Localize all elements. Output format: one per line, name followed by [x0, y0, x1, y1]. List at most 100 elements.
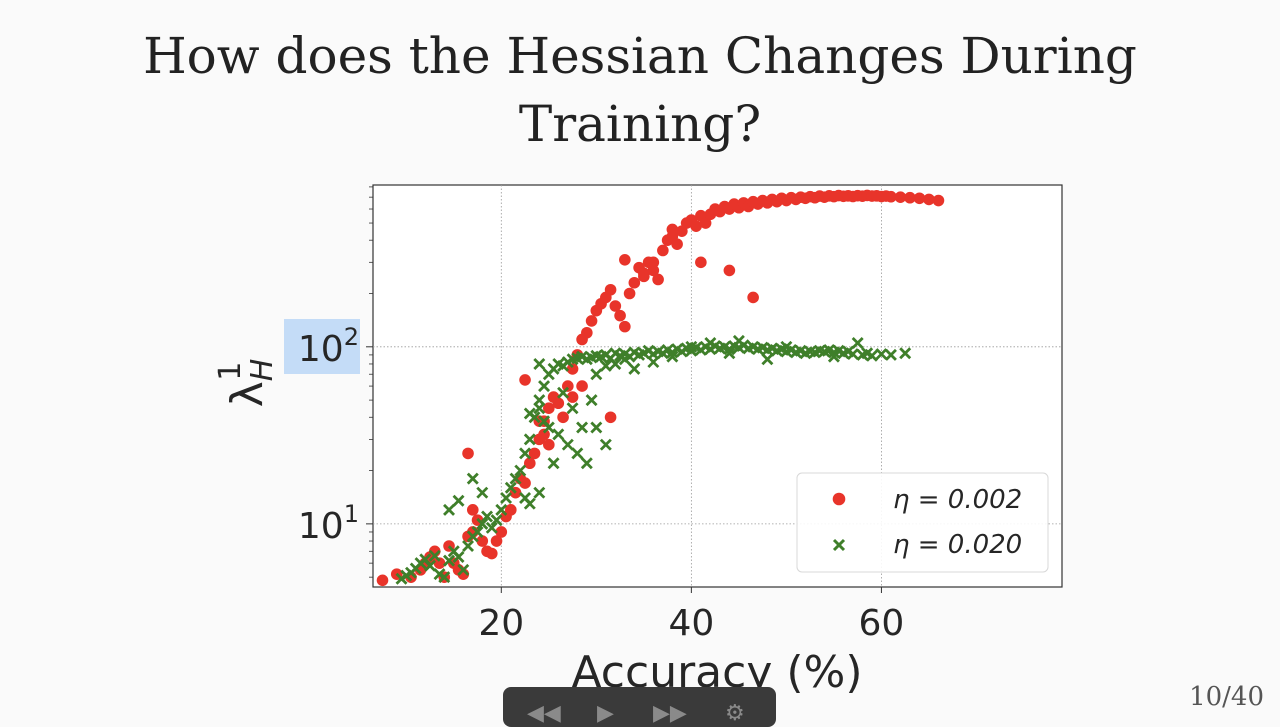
data-point [846, 348, 859, 361]
data-point [519, 477, 531, 489]
data-point [523, 407, 536, 420]
data-point [533, 402, 546, 415]
y-tick-exponent: 1 [344, 500, 359, 528]
data-point [590, 421, 603, 434]
data-point [514, 464, 527, 477]
data-point [547, 457, 560, 470]
data-point [476, 535, 489, 547]
y-axis-title-sub: H [245, 359, 280, 382]
data-point [424, 559, 437, 572]
data-point [685, 340, 698, 353]
slide-title-line-1: How does the Hessian Changes During [143, 27, 1137, 85]
x-tick-label: 40 [668, 603, 714, 644]
data-point [657, 244, 669, 257]
y-tick-base: 10 [298, 506, 344, 547]
data-point [557, 386, 570, 399]
data-point [695, 256, 707, 269]
data-point [557, 411, 569, 424]
data-point [438, 571, 451, 584]
data-point [732, 334, 745, 347]
data-point [561, 438, 574, 451]
data-point [614, 309, 626, 322]
y-label-highlight [284, 319, 360, 374]
data-point [504, 481, 517, 494]
data-point [638, 267, 650, 280]
data-point [723, 347, 736, 360]
data-point [666, 350, 679, 363]
data-point [452, 494, 465, 507]
data-point [443, 554, 456, 567]
data-point [462, 447, 474, 460]
data-point [566, 363, 579, 375]
y-tick-exponent: 2 [344, 323, 359, 351]
data-point [490, 535, 503, 547]
data-point [666, 223, 679, 236]
play-icon[interactable]: ▶ [597, 701, 614, 726]
data-point [647, 356, 660, 369]
data-point [466, 472, 479, 485]
data-point [780, 340, 793, 353]
data-point [457, 563, 470, 576]
legend-label-series-1: η = 0.002 [893, 485, 1022, 515]
data-point [884, 348, 897, 361]
data-point [647, 256, 660, 269]
settings-icon[interactable]: ⚙ [725, 701, 745, 726]
data-point [462, 540, 475, 552]
video-controls: ◀◀ ▶ ▶▶ ⚙ [503, 687, 776, 727]
fast-forward-icon[interactable]: ▶▶ [653, 701, 687, 726]
data-point [543, 402, 555, 415]
data-point [519, 492, 532, 504]
data-point [533, 357, 546, 370]
data-point [524, 457, 536, 470]
data-point [543, 438, 555, 451]
data-point [904, 191, 916, 204]
data-point [618, 353, 631, 366]
data-point [476, 486, 489, 499]
legend-marker-series-2 [832, 538, 846, 552]
data-point [466, 504, 479, 516]
data-point [552, 428, 565, 441]
data-point [671, 238, 683, 250]
data-point [761, 353, 774, 366]
data-point [552, 397, 565, 410]
y-axis-title-lambda: λ [222, 381, 273, 407]
data-point [428, 549, 441, 562]
data-point [585, 315, 598, 327]
data-point [885, 190, 897, 203]
data-point [495, 503, 508, 516]
data-point [865, 349, 878, 362]
data-point [599, 438, 612, 451]
data-point [576, 421, 589, 434]
data-points [376, 189, 945, 587]
data-point [590, 368, 603, 381]
data-point [476, 517, 489, 530]
page-number: 10/40 [1189, 682, 1264, 712]
data-point [571, 447, 584, 460]
data-point [619, 320, 631, 333]
x-tick-label: 20 [478, 603, 524, 644]
y-axis-title-sup: 1 [213, 362, 248, 381]
x-tick-label: 60 [859, 603, 905, 644]
data-point [913, 192, 926, 205]
data-point [609, 300, 622, 312]
data-point [827, 350, 840, 363]
data-point [500, 492, 513, 504]
legend-marker-series-1 [832, 492, 846, 506]
data-point [523, 433, 536, 446]
legend: η = 0.002 η = 0.020 [796, 472, 1049, 573]
data-point [452, 551, 465, 563]
y-axis-title: λH1 [213, 359, 280, 408]
slide-title-line-2: Training? [518, 95, 762, 153]
data-point [609, 357, 622, 370]
data-point [505, 504, 517, 516]
rewind-icon[interactable]: ◀◀ [527, 701, 561, 726]
data-point [495, 526, 508, 538]
data-point [647, 264, 660, 277]
data-point [851, 337, 864, 350]
data-point [704, 337, 717, 350]
data-point [894, 191, 907, 203]
y-tick-label: 102 [298, 323, 359, 370]
data-point [581, 326, 593, 339]
data-point [528, 447, 541, 460]
